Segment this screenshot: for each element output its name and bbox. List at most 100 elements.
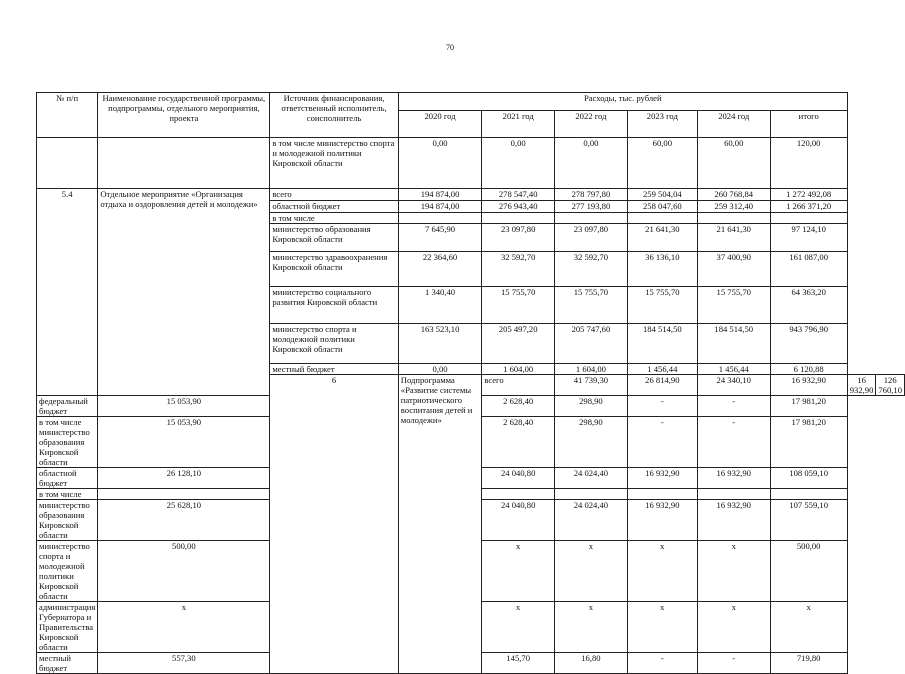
value-cell: 15 755,70 (481, 286, 556, 324)
value-cell: 557,30 (97, 652, 271, 674)
value-cell (481, 212, 556, 224)
value-cell: 24 040,80 (481, 499, 556, 541)
value-cell (626, 212, 698, 224)
funding-source: местный бюджет (35, 652, 99, 674)
row-title: Подпрограмма «Развитие системы патриотич… (397, 374, 483, 674)
row-number: 5.4 (35, 188, 99, 396)
value-cell: 25 628,10 (97, 499, 271, 541)
value-cell: 276 943,40 (481, 200, 556, 213)
value-cell: 258 047,60 (626, 200, 698, 213)
header-year: 2023 год (626, 110, 698, 138)
value-cell (481, 488, 556, 500)
value-cell: 23 097,80 (554, 223, 628, 252)
value-cell: 1 340,40 (397, 286, 483, 324)
value-cell: 126 760,10 (875, 374, 905, 396)
funding-source: в том числе (35, 488, 99, 500)
value-cell: 15 755,70 (696, 286, 771, 324)
value-cell: 24 340,10 (696, 374, 771, 396)
value-cell: 16 932,90 (626, 499, 698, 541)
value-cell: 60,00 (696, 137, 771, 189)
header-year: итого (769, 110, 848, 138)
value-cell: 15 755,70 (626, 286, 698, 324)
value-cell: 60,00 (626, 137, 698, 189)
value-cell: 7 645,90 (397, 223, 483, 252)
funding-source: в том числе (269, 212, 399, 224)
value-cell: 500,00 (97, 540, 271, 602)
value-cell: 15 755,70 (554, 286, 628, 324)
value-cell: 16 932,90 (846, 374, 877, 396)
value-cell: 0,00 (397, 137, 483, 189)
value-cell: 500,00 (769, 540, 848, 602)
value-cell: 24 024,40 (554, 467, 628, 489)
header-name: Наименование государственной программы, … (97, 92, 271, 138)
value-cell: 943 796,90 (769, 323, 848, 364)
funding-source: министерство спорта и молодежной политик… (269, 323, 399, 364)
value-cell: 120,00 (769, 137, 848, 189)
value-cell: 16 932,90 (696, 467, 771, 489)
value-cell: 37 400,90 (696, 251, 771, 287)
value-cell (397, 212, 483, 224)
funding-source: в том числе министерство образования Кир… (35, 416, 99, 468)
row-title (97, 137, 271, 189)
value-cell (769, 488, 848, 500)
value-cell: 184 514,50 (626, 323, 698, 364)
value-cell: 97 124,10 (769, 223, 848, 252)
value-cell: 6 120,88 (769, 363, 848, 375)
value-cell: 259 504,04 (626, 188, 698, 201)
funding-source: областной бюджет (35, 467, 99, 489)
value-cell: 278 797,80 (554, 188, 628, 201)
value-cell: 278 547,40 (481, 188, 556, 201)
header-expenses: Расходы, тыс. рублей (397, 92, 848, 111)
value-cell: 1 266 371,20 (769, 200, 848, 213)
value-cell: 259 312,40 (696, 200, 771, 213)
value-cell: x (626, 601, 698, 653)
value-cell: 41 739,30 (554, 374, 628, 396)
funding-source: всего (269, 188, 399, 201)
funding-source: министерство образования Кировской облас… (269, 223, 399, 252)
value-cell: 0,00 (397, 363, 483, 375)
value-cell: 161 087,00 (769, 251, 848, 287)
value-cell: 24 040,80 (481, 467, 556, 489)
value-cell: 21 641,30 (696, 223, 771, 252)
value-cell: 17 981,20 (769, 395, 848, 417)
header-source: Источник финансирования, ответственный и… (269, 92, 399, 138)
value-cell: 1 456,44 (626, 363, 698, 375)
value-cell: x (626, 540, 698, 602)
value-cell: 107 559,10 (769, 499, 848, 541)
value-cell: 194 874,00 (397, 188, 483, 201)
table-row: в том числе министерство спорта и молоде… (35, 137, 905, 189)
value-cell: - (626, 652, 698, 674)
funding-source: всего (481, 374, 556, 396)
row-number (35, 137, 99, 189)
value-cell: 260 768,84 (696, 188, 771, 201)
budget-table: № п/п Наименование государственной прогр… (35, 92, 905, 674)
value-cell: - (696, 395, 771, 417)
value-cell: 32 592,70 (481, 251, 556, 287)
value-cell: 15 053,90 (97, 395, 271, 417)
value-cell: x (769, 601, 848, 653)
value-cell: x (696, 601, 771, 653)
value-cell: 2 628,40 (481, 395, 556, 417)
funding-source: министерство социального развития Кировс… (269, 286, 399, 324)
value-cell: x (97, 601, 271, 653)
value-cell: - (626, 395, 698, 417)
value-cell: 1 272 492,08 (769, 188, 848, 201)
value-cell: - (696, 652, 771, 674)
value-cell: 145,70 (481, 652, 556, 674)
value-cell (769, 212, 848, 224)
value-cell: 16 932,90 (769, 374, 848, 396)
value-cell: 1 456,44 (696, 363, 771, 375)
value-cell: 184 514,50 (696, 323, 771, 364)
value-cell: x (554, 601, 628, 653)
value-cell: 16 932,90 (696, 499, 771, 541)
value-cell: 194 874,00 (397, 200, 483, 213)
value-cell: 36 136,10 (626, 251, 698, 287)
value-cell (97, 488, 271, 500)
value-cell: 64 363,20 (769, 286, 848, 324)
value-cell: 2 628,40 (481, 416, 556, 468)
value-cell (696, 488, 771, 500)
value-cell: 108 059,10 (769, 467, 848, 489)
value-cell: 22 364,60 (397, 251, 483, 287)
table-row: в том числе министерство образования Кир… (35, 416, 905, 468)
funding-source: областной бюджет (269, 200, 399, 213)
